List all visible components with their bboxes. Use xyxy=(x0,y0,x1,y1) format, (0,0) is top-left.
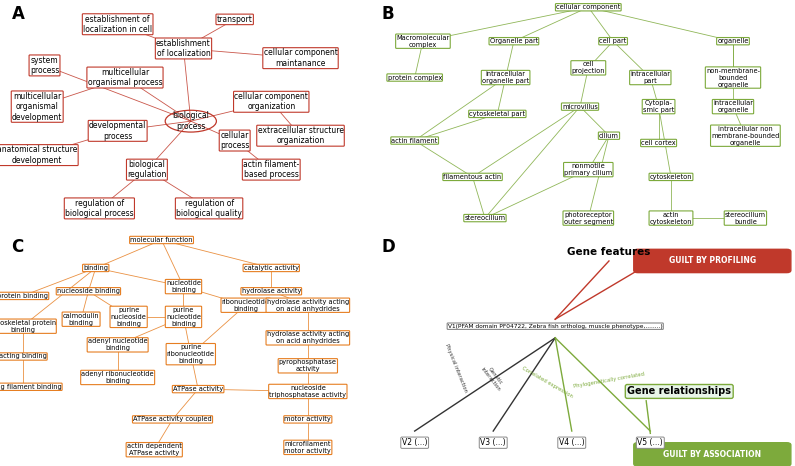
FancyBboxPatch shape xyxy=(634,249,791,273)
Text: actin filament: actin filament xyxy=(391,137,438,144)
Text: multicellular
organismal
development: multicellular organismal development xyxy=(12,92,62,122)
Text: cytoskeletal part: cytoskeletal part xyxy=(469,111,525,117)
Text: V2 (...): V2 (...) xyxy=(402,438,428,447)
Text: filamentous actin: filamentous actin xyxy=(444,174,502,180)
Text: actin dependent
ATPase activity: actin dependent ATPase activity xyxy=(126,443,182,456)
Text: acting binding: acting binding xyxy=(0,354,47,359)
Text: Correlated expression: Correlated expression xyxy=(521,365,573,399)
Text: nucleoside
triphosphatase activity: nucleoside triphosphatase activity xyxy=(270,385,347,398)
Text: intracellular
part: intracellular part xyxy=(630,71,670,84)
Text: establishment of
localization in cell: establishment of localization in cell xyxy=(83,14,152,34)
Text: pyrophosphatase
activity: pyrophosphatase activity xyxy=(279,359,337,372)
Text: purine
ribonucleotide
binding: purine ribonucleotide binding xyxy=(167,344,215,364)
Text: V3 (...): V3 (...) xyxy=(480,438,506,447)
Text: transport: transport xyxy=(217,15,253,24)
Text: cellular component
organization: cellular component organization xyxy=(235,92,308,111)
Text: B: B xyxy=(382,5,394,23)
Text: V4 (...): V4 (...) xyxy=(559,438,584,447)
Text: hydrolase activity acting
on acid anhydrides: hydrolase activity acting on acid anhydr… xyxy=(266,299,349,312)
Text: cytoskeletal protein
binding: cytoskeletal protein binding xyxy=(0,320,56,333)
Text: intracellular
organelle part: intracellular organelle part xyxy=(482,71,529,84)
Text: adenyl ribonucleotide
binding: adenyl ribonucleotide binding xyxy=(81,371,154,384)
Text: multicellular
organismal process: multicellular organismal process xyxy=(87,68,162,87)
Text: stereocilium
bundle: stereocilium bundle xyxy=(725,212,766,225)
Text: GUILT BY PROFILING: GUILT BY PROFILING xyxy=(669,256,756,266)
Text: protein complex: protein complex xyxy=(387,75,442,81)
Text: cell cortex: cell cortex xyxy=(642,140,676,146)
FancyBboxPatch shape xyxy=(634,443,791,466)
Text: biological
process: biological process xyxy=(173,111,209,131)
Text: cellular component
maintanance: cellular component maintanance xyxy=(264,48,337,68)
Text: Gene features: Gene features xyxy=(568,247,650,257)
Text: cilium: cilium xyxy=(599,133,619,139)
Text: D: D xyxy=(382,238,395,256)
Text: V1(PFAM domain PF04722, Zebra fish ortholog, muscle phenotype,........): V1(PFAM domain PF04722, Zebra fish ortho… xyxy=(448,324,662,329)
Text: developmental
process: developmental process xyxy=(89,121,146,141)
Text: binding: binding xyxy=(83,265,108,271)
Text: regulation of
biological quality: regulation of biological quality xyxy=(176,199,242,218)
Text: A: A xyxy=(12,5,25,23)
Text: ATPase activity: ATPase activity xyxy=(173,386,223,392)
Text: V5 (...): V5 (...) xyxy=(638,438,663,447)
Text: Genetic
interaction: Genetic interaction xyxy=(480,363,506,392)
Text: Gene relationships: Gene relationships xyxy=(627,386,731,397)
Text: C: C xyxy=(12,238,24,256)
Text: actin
cytoskeleton: actin cytoskeleton xyxy=(650,212,692,225)
Text: purine
nucleoside
binding: purine nucleoside binding xyxy=(111,307,146,327)
Text: Phylogenetically correlated: Phylogenetically correlated xyxy=(573,371,645,389)
Text: acting filament binding: acting filament binding xyxy=(0,384,61,390)
Text: molecular function: molecular function xyxy=(130,237,193,243)
Text: system
process: system process xyxy=(30,56,59,75)
Text: Cytopla-
smic part: Cytopla- smic part xyxy=(643,100,674,113)
Text: nonmotile
primary cilium: nonmotile primary cilium xyxy=(564,163,612,176)
Text: nucleoside binding: nucleoside binding xyxy=(57,288,120,294)
Text: Organelle part: Organelle part xyxy=(490,38,538,44)
Text: Macromolecular
complex: Macromolecular complex xyxy=(397,34,449,48)
Text: catalytic activity: catalytic activity xyxy=(244,265,299,271)
Text: anatomical structure
development: anatomical structure development xyxy=(0,145,77,165)
Text: biological
regulation: biological regulation xyxy=(127,160,167,179)
Text: cell part: cell part xyxy=(599,38,626,44)
Text: organelle: organelle xyxy=(717,38,749,44)
Text: establishment
of localization: establishment of localization xyxy=(156,39,211,58)
Text: non-membrane-
bounded
organelle: non-membrane- bounded organelle xyxy=(706,68,760,88)
Text: nucleotide
binding: nucleotide binding xyxy=(166,280,201,293)
Text: actin filament-
based process: actin filament- based process xyxy=(243,160,300,179)
Text: photoreceptor
outer segment: photoreceptor outer segment xyxy=(564,212,613,225)
Text: extracellular structure
organization: extracellular structure organization xyxy=(258,126,343,145)
Text: intracellular non
membrane-bounded
organelle: intracellular non membrane-bounded organ… xyxy=(712,126,780,146)
Text: cellular component: cellular component xyxy=(556,4,620,10)
Text: hydrolase activity acting
on acid anhydrides: hydrolase activity acting on acid anhydr… xyxy=(266,331,349,344)
Text: regulation of
biological process: regulation of biological process xyxy=(65,199,134,218)
Text: GUILT BY ASSOCIATION: GUILT BY ASSOCIATION xyxy=(663,450,762,459)
Text: cytoskeleton: cytoskeleton xyxy=(650,174,692,180)
Text: microfilament
motor activity: microfilament motor activity xyxy=(285,441,332,454)
Text: ATPase activity coupled: ATPase activity coupled xyxy=(133,417,212,422)
Text: ribonucleotide
binding: ribonucleotide binding xyxy=(222,299,270,312)
Text: Physical interaction: Physical interaction xyxy=(444,343,468,393)
Text: stereocilium: stereocilium xyxy=(464,215,506,221)
Text: cell
projection: cell projection xyxy=(572,62,605,75)
Text: purine
nucleotide
binding: purine nucleotide binding xyxy=(166,307,201,327)
Text: intracellular
organelle: intracellular organelle xyxy=(713,100,753,113)
Text: hydrolase activity: hydrolase activity xyxy=(242,288,301,294)
Text: microvillus: microvillus xyxy=(562,103,598,110)
Text: protein binding: protein binding xyxy=(0,293,48,299)
Text: motor activity: motor activity xyxy=(285,417,332,422)
Text: cellular
process: cellular process xyxy=(220,131,250,150)
Text: adenyl nucleotide
binding: adenyl nucleotide binding xyxy=(88,338,148,351)
Text: calmodulin
binding: calmodulin binding xyxy=(63,313,99,326)
